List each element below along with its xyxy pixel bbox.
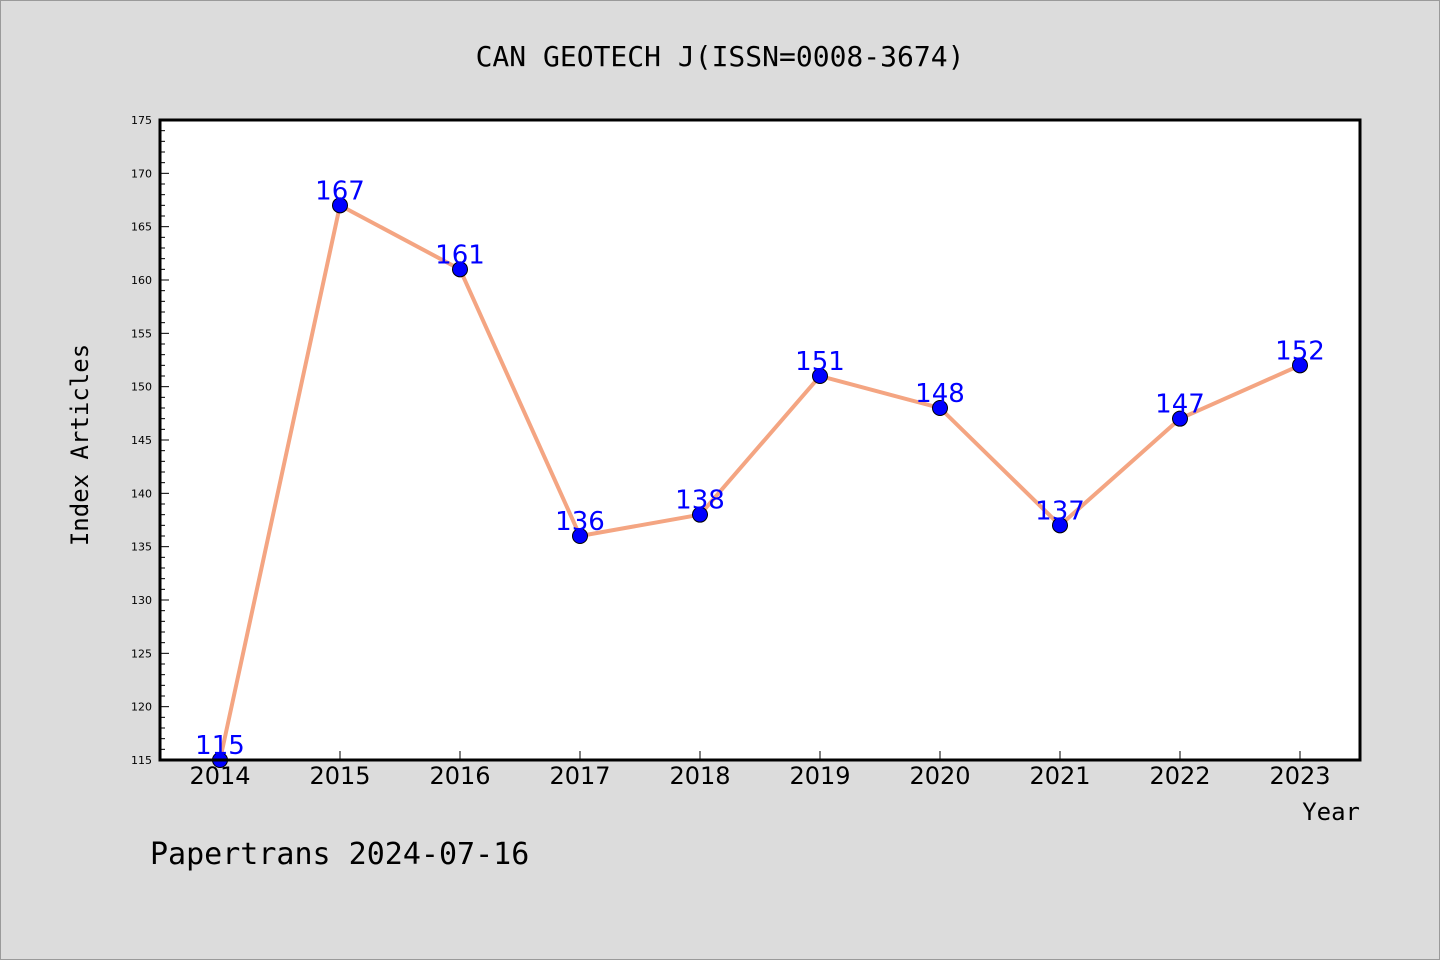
y-tick-label: 160: [131, 274, 152, 287]
y-tick-label: 135: [131, 541, 152, 554]
data-label: 161: [435, 240, 485, 270]
data-point: [332, 197, 348, 214]
data-point: [1292, 357, 1308, 374]
y-tick-label: 115: [131, 754, 152, 767]
data-point: [812, 368, 828, 384]
data-label: 148: [915, 379, 965, 409]
series-line: [218, 203, 1302, 762]
y-tick-label: 130: [131, 594, 152, 607]
y-tick-label: 125: [131, 647, 152, 660]
y-tick-label: 145: [131, 434, 152, 447]
data-label: 137: [1035, 496, 1085, 526]
x-tick-label: 2022: [1149, 762, 1210, 790]
x-tick-label: 2015: [309, 762, 370, 790]
y-tick-label: 155: [131, 327, 152, 340]
x-tick-label: 2019: [789, 762, 850, 790]
x-axis-ticks: 2014 2015 2016 2017 2018 2019 2020 2021 2022 2023: [189, 751, 1331, 790]
chart-title: CAN GEOTECH J(ISSN=0008-3674): [476, 40, 965, 73]
x-axis-label: Year: [1302, 798, 1360, 826]
series-layer: 115 167 161 136 138 151 148 137 147 152: [195, 176, 1325, 768]
data-label: 115: [195, 731, 245, 761]
footer-credit: Papertrans 2024-07-16: [150, 837, 529, 872]
plot-border: [158, 118, 1362, 762]
x-tick-label: 2021: [1029, 762, 1090, 790]
data-label: 152: [1275, 336, 1325, 366]
y-axis-label: Index Articles: [66, 344, 94, 546]
data-label: 147: [1155, 390, 1205, 420]
data-point: [452, 261, 468, 278]
x-tick-label: 2018: [669, 762, 730, 790]
data-point: [1172, 410, 1188, 427]
data-point: [932, 400, 948, 416]
y-tick-label: 170: [131, 167, 152, 180]
y-tick-label: 140: [131, 487, 152, 500]
x-tick-label: 2017: [549, 762, 610, 790]
data-point: [692, 506, 708, 523]
y-tick-label: 165: [131, 221, 152, 234]
x-tick-label: 2023: [1269, 762, 1330, 790]
data-label: 167: [315, 176, 365, 206]
x-tick-label: 2016: [429, 762, 490, 790]
y-tick-label: 175: [131, 114, 152, 127]
data-point: [1052, 517, 1068, 534]
x-tick-label: 2020: [909, 762, 970, 790]
data-label: 136: [555, 507, 605, 537]
plot-area: [160, 120, 1360, 760]
y-tick-label: 150: [131, 381, 152, 394]
data-label: 138: [675, 486, 725, 516]
y-tick-label: 120: [131, 701, 152, 714]
data-point: [572, 528, 588, 544]
data-label: 151: [795, 347, 845, 377]
